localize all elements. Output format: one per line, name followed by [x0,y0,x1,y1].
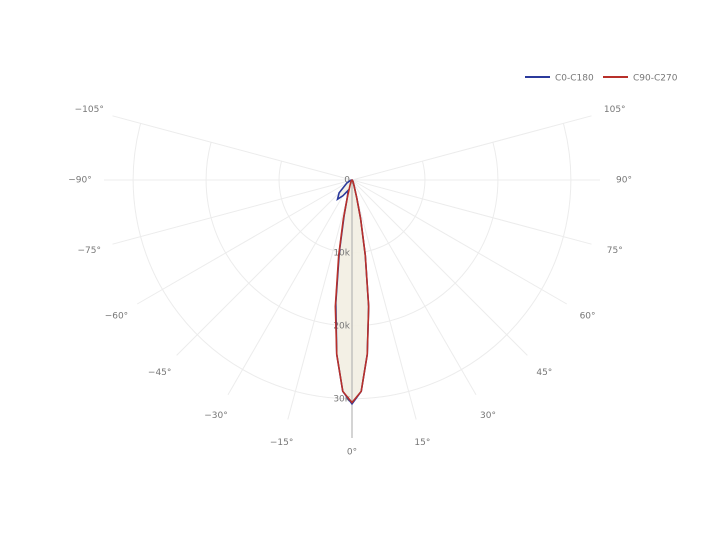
legend-label: C90-C270 [633,74,678,84]
spoke [351,179,417,420]
spoke [351,179,592,245]
spoke [112,179,353,245]
r-tick-label: 0 [344,176,350,186]
theta-tick-label: −105° [75,105,104,115]
theta-tick-label: −15° [270,438,294,448]
theta-tick-label: −60° [105,312,129,322]
theta-tick-label: 45° [536,368,552,378]
trace-line [334,179,370,404]
theta-tick-label: 105° [604,105,626,115]
r-tick-label: 30k [333,394,350,404]
r-tick-label: 20k [333,321,350,331]
theta-tick-label: 75° [607,246,623,256]
spoke [351,179,528,356]
spoke [176,179,353,356]
spoke [351,179,477,396]
spoke [351,179,568,305]
theta-tick-label: 0° [347,448,357,458]
spoke [112,115,353,181]
theta-tick-label: 60° [580,312,596,322]
legend-label: C0-C180 [555,74,594,84]
spoke [351,115,592,181]
theta-tick-label: −75° [78,246,102,256]
theta-tick-label: −90° [68,176,92,186]
spoke [136,179,353,305]
theta-tick-label: 90° [616,176,632,186]
theta-tick-label: −30° [204,411,228,421]
theta-tick-label: 15° [414,438,430,448]
theta-tick-label: 30° [480,411,496,421]
spoke [287,179,353,420]
spoke [227,179,353,396]
theta-tick-label: −45° [148,368,172,378]
r-tick-label: 10k [333,248,350,258]
